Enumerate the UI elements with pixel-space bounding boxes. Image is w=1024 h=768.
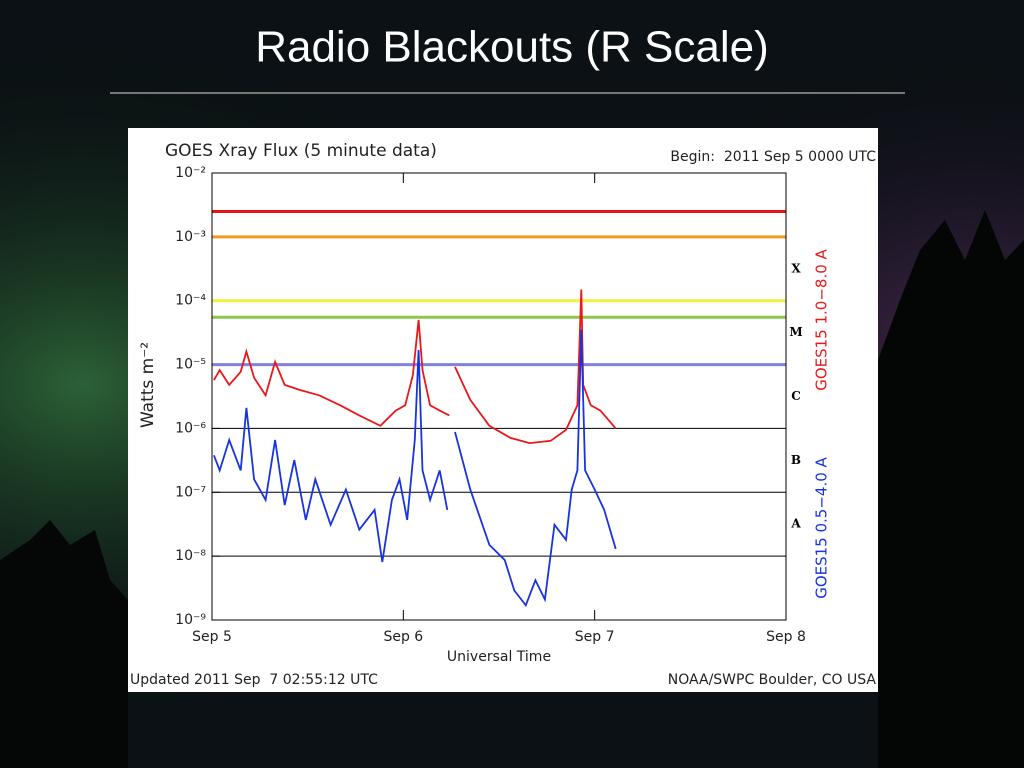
x-tick-label: Sep 5	[192, 629, 232, 645]
legend-entry: GOES15 0.5−4.0 A	[813, 456, 831, 598]
flare-class: M	[789, 325, 802, 339]
chart-title: GOES Xray Flux (5 minute data)	[165, 141, 437, 161]
series-line	[213, 329, 617, 608]
flare-class: B	[791, 453, 801, 467]
chart: GOES Xray Flux (5 minute data) Begin: 20…	[130, 141, 876, 688]
chart-subtitle: Begin: 2011 Sep 5 0000 UTC	[670, 149, 876, 165]
flare-class: X	[791, 261, 801, 275]
plot-frame	[211, 172, 787, 621]
series-line	[213, 289, 617, 445]
y-tick-label: 10⁻⁹	[175, 612, 206, 628]
tree-silhouette	[0, 520, 128, 768]
x-axis-label: Universal Time	[447, 649, 551, 665]
x-tick-label: Sep 8	[766, 629, 806, 645]
y-tick-label: 10⁻⁵	[175, 357, 206, 373]
y-tick-label: 10⁻³	[175, 229, 206, 245]
flare-class: A	[790, 517, 801, 531]
y-axis-label: Watts m⁻²	[138, 342, 158, 428]
tree-silhouette	[878, 210, 1024, 768]
x-tick-label: Sep 6	[383, 629, 423, 645]
y-tick-label: 10⁻⁷	[175, 484, 206, 500]
footer-left: Updated 2011 Sep 7 02:55:12 UTC	[130, 672, 378, 688]
flare-class: C	[791, 389, 801, 403]
y-tick-label: 10⁻⁴	[175, 293, 206, 309]
x-tick-label: Sep 7	[575, 629, 615, 645]
footer-right: NOAA/SWPC Boulder, CO USA	[668, 672, 877, 688]
slide-title: Radio Blackouts (R Scale)	[255, 23, 769, 72]
y-tick-label: 10⁻²	[175, 165, 206, 181]
chart-panel	[128, 128, 878, 692]
legend-entry: GOES15 1.0−8.0 A	[813, 248, 831, 390]
y-tick-label: 10⁻⁸	[175, 548, 206, 564]
y-tick-label: 10⁻⁶	[175, 420, 206, 436]
